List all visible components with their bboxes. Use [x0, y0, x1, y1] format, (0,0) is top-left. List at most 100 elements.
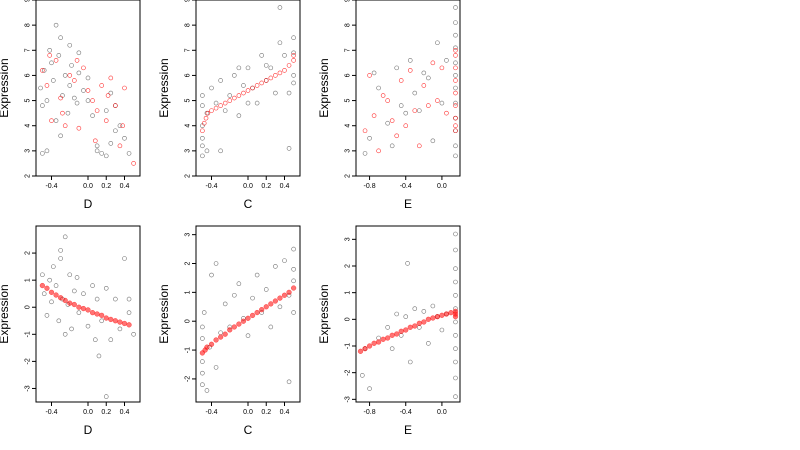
- black-data-point: [99, 318, 104, 324]
- red-data-point: [394, 331, 400, 337]
- black-data-point: [44, 313, 50, 318]
- red-data-point: [120, 123, 125, 129]
- red-data-point: [40, 68, 45, 73]
- black-data-point: [47, 47, 52, 53]
- red-data-point: [357, 348, 364, 354]
- black-data-point: [236, 113, 242, 118]
- black-data-point: [398, 103, 404, 108]
- red-data-point: [240, 318, 247, 324]
- black-data-point: [99, 151, 104, 156]
- red-data-point: [448, 310, 454, 316]
- x-tick-label: 0.0: [437, 409, 447, 416]
- black-data-point: [453, 85, 458, 91]
- red-data-point: [90, 98, 95, 103]
- red-data-point: [430, 60, 436, 66]
- black-data-point: [72, 288, 77, 294]
- red-data-point: [453, 128, 458, 134]
- red-data-point: [398, 78, 404, 83]
- black-data-point: [385, 325, 390, 330]
- y-tick-label: 9: [345, 0, 352, 2]
- red-data-point: [439, 312, 445, 318]
- x-axis-title: C: [244, 423, 253, 437]
- y-tick-label: 2: [345, 174, 352, 178]
- y-tick-label: 0: [345, 317, 352, 321]
- black-data-point: [367, 386, 372, 391]
- black-data-point: [453, 319, 458, 325]
- red-data-point: [394, 133, 399, 139]
- red-data-point: [291, 58, 296, 63]
- red-data-point: [286, 63, 292, 68]
- black-data-point: [62, 332, 68, 337]
- red-data-point: [453, 53, 458, 58]
- y-tick-label: 2: [185, 261, 192, 265]
- y-axis-title: Expression: [0, 284, 11, 343]
- black-data-point: [236, 65, 242, 71]
- x-tick-label: -0.4: [205, 409, 217, 416]
- y-tick-label: 4: [185, 124, 192, 128]
- black-data-point: [74, 275, 80, 280]
- red-data-point: [62, 297, 68, 304]
- red-data-point: [268, 301, 274, 307]
- black-data-point: [277, 40, 283, 46]
- black-data-point: [49, 299, 54, 305]
- red-data-point: [217, 334, 224, 340]
- x-tick-label: 0.0: [83, 409, 93, 416]
- black-data-point: [62, 73, 68, 78]
- red-data-point: [362, 346, 368, 352]
- black-points-series: [40, 234, 136, 399]
- red-data-point: [277, 295, 283, 301]
- y-tick-label: 7: [185, 48, 192, 52]
- black-data-point: [263, 63, 269, 68]
- black-data-point: [85, 323, 91, 329]
- black-data-point: [291, 278, 296, 284]
- y-tick-label: 3: [185, 233, 192, 237]
- black-data-point: [56, 53, 62, 58]
- black-data-point: [376, 85, 381, 91]
- black-data-point: [291, 310, 296, 315]
- red-data-point: [371, 113, 377, 118]
- black-data-point: [126, 310, 132, 315]
- red-data-point: [417, 143, 422, 149]
- red-data-point: [67, 73, 73, 78]
- x-axis-title: C: [244, 197, 253, 211]
- x-axis-title: E: [404, 197, 412, 211]
- black-data-point: [453, 375, 458, 381]
- black-data-point: [453, 293, 458, 298]
- plot-frame: [195, 225, 301, 403]
- red-data-point: [245, 88, 251, 93]
- red-data-point: [407, 324, 413, 330]
- x-tick-label: -0.4: [45, 409, 57, 416]
- red-data-point: [213, 105, 219, 111]
- x-axis-title: D: [84, 423, 93, 437]
- black-data-point: [67, 272, 73, 278]
- red-data-point: [47, 53, 52, 58]
- black-data-point: [222, 301, 228, 307]
- red-data-point: [117, 319, 123, 325]
- black-data-point: [245, 100, 251, 106]
- red-data-point: [103, 118, 109, 123]
- black-data-point: [426, 341, 431, 346]
- red-data-point: [263, 304, 269, 310]
- black-data-point: [218, 78, 223, 83]
- black-data-point: [40, 272, 45, 278]
- black-data-point: [362, 151, 368, 156]
- y-tick-label: 6: [185, 73, 192, 77]
- red-data-point: [44, 285, 50, 291]
- black-data-point: [122, 256, 127, 261]
- black-data-point: [49, 60, 54, 66]
- red-data-point: [200, 128, 205, 134]
- black-data-point: [53, 22, 59, 28]
- black-data-point: [65, 110, 71, 116]
- black-data-point: [286, 146, 292, 151]
- black-data-point: [209, 85, 214, 91]
- black-data-point: [453, 73, 458, 78]
- red-data-point: [222, 331, 228, 337]
- black-data-point: [85, 75, 91, 81]
- black-data-point: [58, 35, 63, 41]
- red-data-point: [277, 70, 283, 76]
- red-data-point: [205, 110, 211, 116]
- black-data-point: [367, 135, 372, 141]
- black-data-point: [38, 85, 43, 91]
- black-data-point: [444, 58, 449, 63]
- red-data-point: [126, 322, 132, 328]
